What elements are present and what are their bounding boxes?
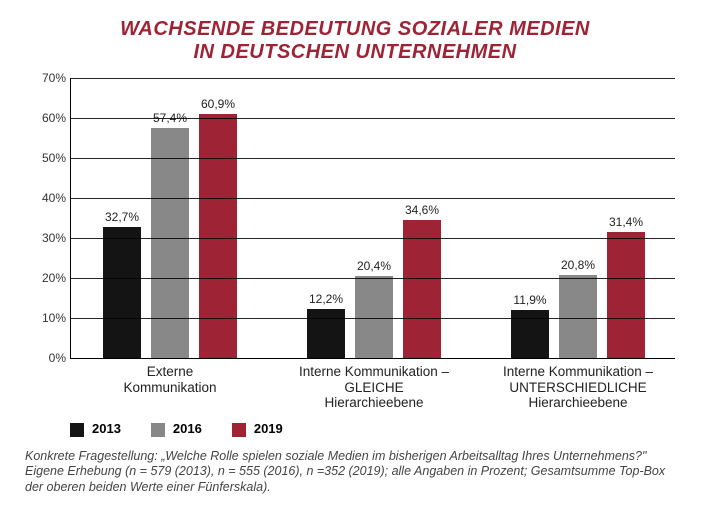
chart-area: 32,7% 57,4% 60,9% 12,2% 20,4% 34,6% 11,9% 20,8%… <box>70 78 675 359</box>
y-tick-label: 0% <box>26 351 66 365</box>
bar-2019: 34,6% <box>403 220 441 358</box>
bar-value-label: 12,2% <box>309 292 343 306</box>
x-axis-category-label: Interne Kommunikation –UNTERSCHIEDLICHEH… <box>491 364 665 411</box>
bars-container: 32,7% 57,4% 60,9% 12,2% 20,4% 34,6% 11,9% 20,8%… <box>71 78 675 358</box>
legend: 2013 2016 2019 <box>70 421 685 437</box>
legend-item-2016: 2016 <box>151 421 202 437</box>
gridline <box>71 198 675 199</box>
y-tick-label: 10% <box>26 311 66 325</box>
gridline <box>71 158 675 159</box>
gridline <box>71 318 675 319</box>
y-tick-label: 20% <box>26 271 66 285</box>
bar-value-label: 60,9% <box>201 97 235 111</box>
bar-group: 12,2% 20,4% 34,6% <box>307 78 441 358</box>
bar-value-label: 31,4% <box>609 215 643 229</box>
title-line-2: IN DEUTSCHEN UNTERNEHMEN <box>193 41 516 63</box>
bar-2013: 32,7% <box>103 227 141 358</box>
bar-2016: 57,4% <box>151 128 189 358</box>
bar-2019: 31,4% <box>607 232 645 358</box>
legend-label-2013: 2013 <box>92 421 121 436</box>
bar-group: 32,7% 57,4% 60,9% <box>103 78 237 358</box>
y-tick-label: 30% <box>26 231 66 245</box>
bar-value-label: 20,4% <box>357 259 391 273</box>
gridline <box>71 118 675 119</box>
bar-value-label: 11,9% <box>513 293 546 307</box>
legend-label-2016: 2016 <box>173 421 202 436</box>
x-axis-category-label: Interne Kommunikation –GLEICHEHierarchie… <box>287 364 461 411</box>
y-tick-label: 40% <box>26 191 66 205</box>
bar-group: 11,9% 20,8% 31,4% <box>511 78 645 358</box>
bar-value-label: 34,6% <box>405 203 439 217</box>
legend-item-2019: 2019 <box>232 421 283 437</box>
bar-value-label: 20,8% <box>561 258 595 272</box>
swatch-2013 <box>70 423 84 437</box>
legend-item-2013: 2013 <box>70 421 121 437</box>
gridline <box>71 238 675 239</box>
x-axis-category-label: ExterneKommunikation <box>83 364 257 395</box>
footnote: Konkrete Fragestellung: „Welche Rolle sp… <box>25 449 685 496</box>
bar-2016: 20,8% <box>559 275 597 358</box>
swatch-2016 <box>151 423 165 437</box>
page: WACHSENDE BEDEUTUNG SOZIALER MEDIEN IN D… <box>0 0 710 510</box>
swatch-2019 <box>232 423 246 437</box>
legend-label-2019: 2019 <box>254 421 283 436</box>
chart-title: WACHSENDE BEDEUTUNG SOZIALER MEDIEN IN D… <box>25 18 685 64</box>
y-tick-label: 50% <box>26 151 66 165</box>
title-line-1: WACHSENDE BEDEUTUNG SOZIALER MEDIEN <box>120 18 590 40</box>
bar-2019: 60,9% <box>199 114 237 358</box>
gridline <box>71 78 675 79</box>
bar-2013: 12,2% <box>307 309 345 358</box>
gridline <box>71 278 675 279</box>
y-tick-label: 70% <box>26 71 66 85</box>
bar-value-label: 32,7% <box>105 210 139 224</box>
y-tick-label: 60% <box>26 111 66 125</box>
